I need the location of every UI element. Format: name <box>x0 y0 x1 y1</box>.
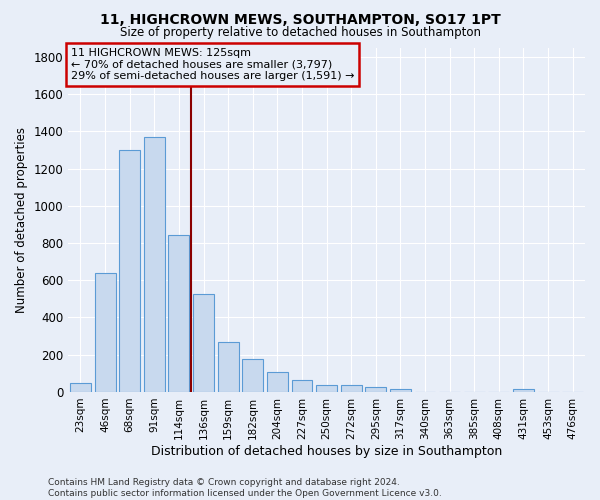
Text: Size of property relative to detached houses in Southampton: Size of property relative to detached ho… <box>119 26 481 39</box>
Text: 11, HIGHCROWN MEWS, SOUTHAMPTON, SO17 1PT: 11, HIGHCROWN MEWS, SOUTHAMPTON, SO17 1P… <box>100 12 500 26</box>
Bar <box>218 342 239 392</box>
Bar <box>316 385 337 392</box>
Bar <box>169 234 190 392</box>
Bar <box>365 386 386 392</box>
Bar <box>292 380 313 392</box>
Bar <box>144 137 165 392</box>
Bar <box>119 150 140 392</box>
Bar <box>267 372 288 392</box>
Bar <box>242 360 263 392</box>
X-axis label: Distribution of detached houses by size in Southampton: Distribution of detached houses by size … <box>151 444 502 458</box>
Bar <box>193 294 214 392</box>
Bar <box>390 389 411 392</box>
Text: 11 HIGHCROWN MEWS: 125sqm
← 70% of detached houses are smaller (3,797)
29% of se: 11 HIGHCROWN MEWS: 125sqm ← 70% of detac… <box>71 48 354 81</box>
Text: Contains HM Land Registry data © Crown copyright and database right 2024.
Contai: Contains HM Land Registry data © Crown c… <box>48 478 442 498</box>
Bar <box>70 382 91 392</box>
Bar <box>513 389 534 392</box>
Bar <box>341 386 362 392</box>
Bar <box>95 273 116 392</box>
Y-axis label: Number of detached properties: Number of detached properties <box>15 126 28 312</box>
